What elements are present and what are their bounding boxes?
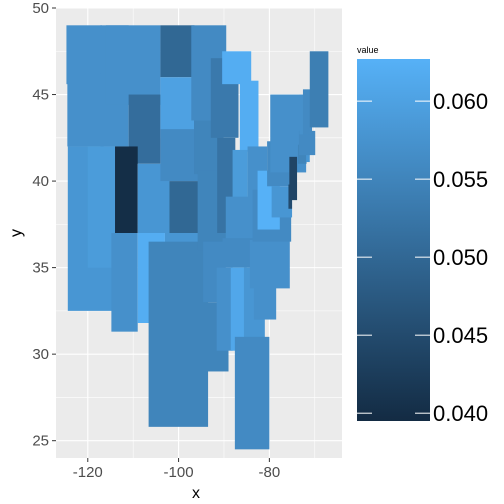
region-texas — [148, 241, 209, 427]
y-tick-label: 45 — [32, 87, 49, 104]
x-tick-label: -120 — [73, 464, 103, 481]
legend-title: value — [357, 45, 379, 55]
region-kansas — [169, 181, 204, 233]
region-alabama — [230, 267, 247, 351]
region-florida — [234, 336, 270, 450]
legend-colorbar — [357, 59, 430, 421]
color-legend: value 0.040 0.045 0.050 0.055 0.060 — [357, 45, 488, 426]
y-tick-label: 40 — [32, 173, 49, 190]
region-new-jersey — [289, 156, 298, 201]
region-north-carolina — [249, 239, 290, 289]
region-oregon — [67, 73, 104, 147]
legend-tick-label: 0.055 — [433, 167, 488, 192]
legend-tick-label: 0.060 — [433, 89, 488, 114]
region-montana — [105, 25, 161, 105]
region-massachusetts — [298, 130, 316, 156]
y-tick-label: 35 — [32, 260, 49, 277]
region-michigan-lower — [239, 80, 259, 152]
region-north-dakota — [160, 25, 195, 78]
region-mississippi — [216, 267, 233, 351]
x-tick-label: -80 — [259, 464, 281, 481]
y-axis: 25 30 35 40 45 50 — [32, 0, 56, 450]
region-maine — [309, 51, 329, 128]
region-nebraska — [160, 129, 200, 182]
y-axis-title: y — [8, 229, 25, 237]
legend-tick-label: 0.050 — [433, 245, 488, 270]
y-tick-label: 50 — [32, 0, 49, 17]
region-new-hampshire — [302, 89, 313, 135]
region-utah — [115, 146, 138, 233]
region-nevada — [87, 146, 116, 268]
region-michigan-upper — [222, 51, 252, 85]
region-maryland — [271, 186, 293, 218]
x-axis: -120 -100 -80 — [73, 458, 280, 481]
y-tick-label: 30 — [32, 346, 49, 363]
y-tick-label: 25 — [32, 433, 49, 450]
region-south-dakota — [160, 77, 195, 138]
legend-tick-label: 0.045 — [433, 323, 488, 348]
map-regions — [66, 25, 329, 450]
legend-ticks: 0.040 0.045 0.050 0.055 0.060 — [357, 89, 488, 426]
x-axis-title: x — [192, 485, 200, 502]
legend-tick-label: 0.040 — [433, 401, 488, 426]
region-arizona — [111, 233, 138, 332]
x-tick-label: -100 — [164, 464, 194, 481]
